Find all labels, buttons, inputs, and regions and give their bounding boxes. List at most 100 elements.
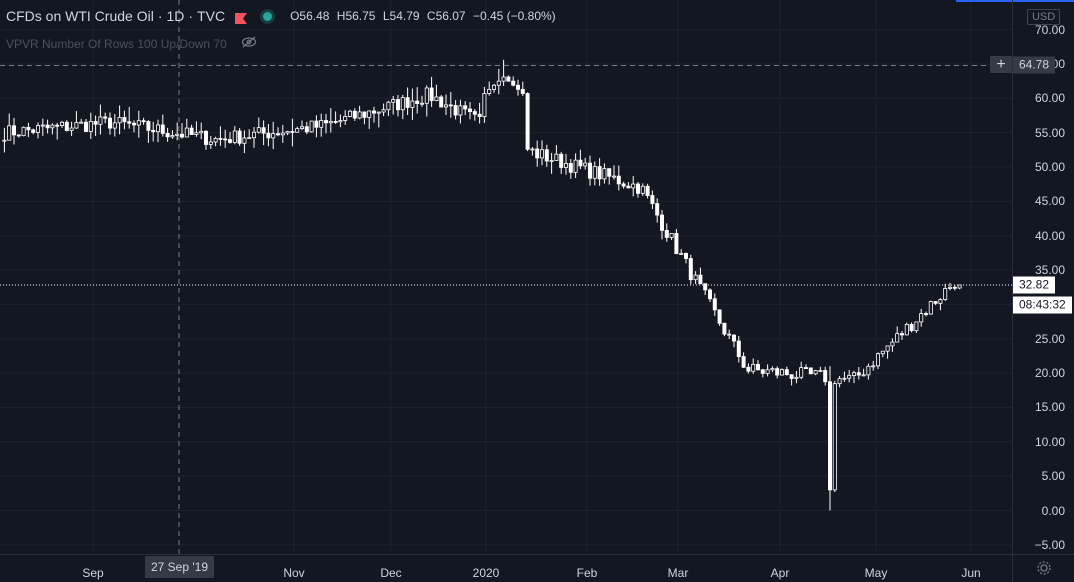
candle bbox=[64, 120, 69, 132]
interval-label[interactable]: 1D bbox=[166, 8, 185, 24]
candle bbox=[165, 127, 170, 142]
eye-off-icon[interactable] bbox=[241, 36, 257, 51]
candle bbox=[597, 158, 602, 186]
candle bbox=[261, 120, 266, 146]
candle bbox=[439, 95, 444, 108]
currency-label[interactable]: USD bbox=[1027, 9, 1061, 25]
candle bbox=[275, 127, 280, 137]
price-tick-label: 45.00 bbox=[1034, 194, 1065, 209]
candle bbox=[919, 308, 924, 327]
candle bbox=[660, 210, 665, 240]
candle bbox=[247, 129, 252, 140]
candle bbox=[914, 321, 919, 333]
candle bbox=[890, 338, 895, 352]
candle bbox=[808, 367, 813, 375]
candle bbox=[520, 81, 525, 97]
candle bbox=[31, 128, 36, 135]
candle bbox=[655, 198, 660, 223]
candle bbox=[530, 146, 535, 156]
candle bbox=[199, 122, 204, 140]
price-tick-label: 0.00 bbox=[1041, 503, 1065, 518]
candle bbox=[443, 94, 448, 116]
candle bbox=[770, 366, 775, 373]
candle bbox=[21, 126, 26, 137]
candle bbox=[568, 158, 573, 179]
candle bbox=[856, 367, 861, 380]
candle bbox=[832, 380, 837, 493]
candle bbox=[117, 105, 122, 135]
candle bbox=[847, 370, 852, 383]
candle bbox=[223, 129, 228, 148]
candle bbox=[813, 369, 818, 376]
indicator-legend[interactable]: VPVR Number Of Rows 100 Up/Down 70 bbox=[6, 36, 257, 51]
candle bbox=[602, 163, 607, 184]
candle bbox=[650, 190, 655, 210]
candle bbox=[871, 360, 876, 371]
candle bbox=[928, 300, 933, 315]
candle bbox=[314, 115, 319, 138]
candle bbox=[516, 79, 521, 96]
candle bbox=[828, 366, 833, 511]
candle bbox=[626, 182, 631, 189]
candle bbox=[487, 81, 492, 96]
candle bbox=[669, 232, 674, 240]
candle bbox=[938, 298, 943, 311]
candle bbox=[122, 110, 127, 130]
candle bbox=[559, 151, 564, 174]
candle bbox=[69, 121, 74, 136]
candle bbox=[751, 358, 756, 374]
change-value: −0.45 (−0.80%) bbox=[472, 9, 556, 23]
candle bbox=[612, 165, 617, 180]
symbol-title[interactable]: CFDs on WTI Crude Oil bbox=[6, 8, 154, 24]
candle bbox=[367, 110, 372, 129]
candle bbox=[741, 352, 746, 369]
candle bbox=[861, 368, 866, 377]
chart-settings-corner[interactable] bbox=[1012, 554, 1074, 582]
gear-icon[interactable] bbox=[1036, 560, 1052, 581]
candle bbox=[549, 152, 554, 174]
time-axis[interactable]: Sep Nov Dec 2020 Feb Mar Apr May Jun bbox=[0, 554, 1012, 582]
candle bbox=[674, 228, 679, 255]
candle bbox=[271, 121, 276, 150]
candle bbox=[794, 370, 799, 384]
time-tick-label: May bbox=[864, 566, 888, 580]
candle bbox=[79, 118, 84, 124]
price-tick-label: 25.00 bbox=[1034, 331, 1065, 346]
candle bbox=[357, 105, 362, 120]
close-value: 56.07 bbox=[435, 9, 466, 23]
candle bbox=[304, 121, 309, 135]
candle bbox=[280, 124, 285, 143]
open-value: 56.48 bbox=[299, 9, 330, 23]
candle bbox=[16, 134, 21, 138]
add-alert-plus-button[interactable]: + bbox=[990, 56, 1012, 73]
time-tick-label: Mar bbox=[667, 566, 689, 580]
candle bbox=[237, 128, 242, 146]
candle bbox=[727, 329, 732, 340]
candle bbox=[170, 130, 175, 139]
indicator-label[interactable]: VPVR Number Of Rows 100 Up/Down 70 bbox=[6, 36, 227, 51]
candlestick-plot[interactable] bbox=[0, 0, 1012, 554]
candle bbox=[194, 121, 199, 137]
candle bbox=[588, 155, 593, 186]
candle bbox=[295, 126, 300, 133]
candle bbox=[7, 113, 12, 141]
candle bbox=[837, 375, 842, 388]
candle bbox=[251, 126, 256, 148]
candle bbox=[607, 168, 612, 185]
candle bbox=[371, 106, 376, 123]
candle bbox=[11, 117, 16, 145]
ohlc-values: O56.48 H56.75 L54.79 C56.07 −0.45 (−0.80… bbox=[290, 9, 556, 23]
price-tick-label: 70.00 bbox=[1034, 22, 1065, 37]
red-flag-icon[interactable] bbox=[235, 11, 248, 24]
candle bbox=[419, 95, 424, 107]
candle bbox=[506, 75, 511, 82]
candle bbox=[424, 85, 429, 117]
candle bbox=[818, 366, 823, 373]
candle bbox=[179, 123, 184, 139]
candle bbox=[909, 322, 914, 333]
candle bbox=[227, 131, 232, 144]
candle bbox=[679, 249, 684, 255]
chart-pane[interactable]: CFDs on WTI Crude Oil · 1D · TVC O56.48 … bbox=[0, 0, 1012, 554]
candle bbox=[616, 165, 621, 191]
candle bbox=[352, 108, 357, 121]
